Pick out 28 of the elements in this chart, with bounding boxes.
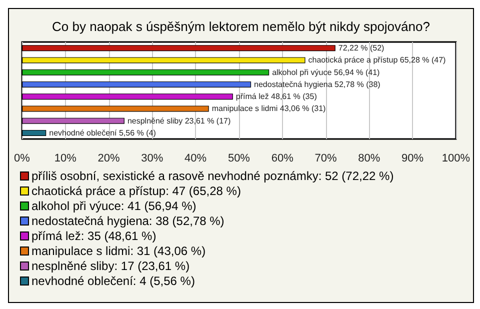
legend-label: nesplněné sliby: 17 (23,61 %) (32, 259, 190, 273)
data-label: nedostatečná hygiena 52,78 % (38) (254, 80, 381, 89)
legend-label: příliš osobní, sexistické a rasově nevhodné poznámky: 52 (72,22 %) (32, 169, 394, 183)
legend-label: alkohol při výuce: 41 (56,94 %) (32, 199, 196, 213)
data-label: nevhodné oblečení 5,56 % (4) (49, 128, 156, 138)
x-tick-label: 80% (358, 152, 380, 164)
x-tick-label: 70% (314, 152, 337, 164)
data-label: 72,22 % (52) (338, 44, 385, 53)
x-tick-label: 90% (402, 152, 424, 164)
x-tick-label: 0% (14, 152, 30, 164)
chart-title: Co by naopak s úspěšným lektorem nemělo být nikdy spojováno? (52, 19, 430, 34)
x-tick-label: 100% (442, 152, 470, 164)
data-label: chaotická práce a přístup 65,28 % (47) (308, 56, 446, 65)
legend-label: nevhodné oblečení: 4 (5,56 %) (32, 274, 195, 288)
data-label: manipulace s lidmi 43,06 % (31) (212, 104, 326, 114)
x-tick-label: 50% (228, 152, 250, 164)
legend-label: manipulace s lidmi: 31 (43,06 %) (32, 244, 206, 258)
data-label: nesplněné sliby 23,61 % (17) (127, 116, 231, 126)
legend-label: nedostatečná hygiena: 38 (52,78 %) (32, 214, 224, 228)
x-tick-label: 40% (184, 152, 207, 164)
data-label: přímá lež 48,61 % (35) (236, 92, 318, 102)
x-tick-label: 20% (98, 152, 120, 164)
data-label: alkohol při výuce 56,94 % (41) (272, 68, 380, 77)
legend-label: chaotická práce a přístup: 47 (65,28 %) (32, 184, 241, 198)
legend-label: přímá lež: 35 (48,61 %) (32, 229, 156, 243)
x-tick-label: 60% (271, 152, 294, 164)
x-tick-label: 10% (54, 152, 77, 164)
x-tick-label: 30% (141, 152, 164, 164)
